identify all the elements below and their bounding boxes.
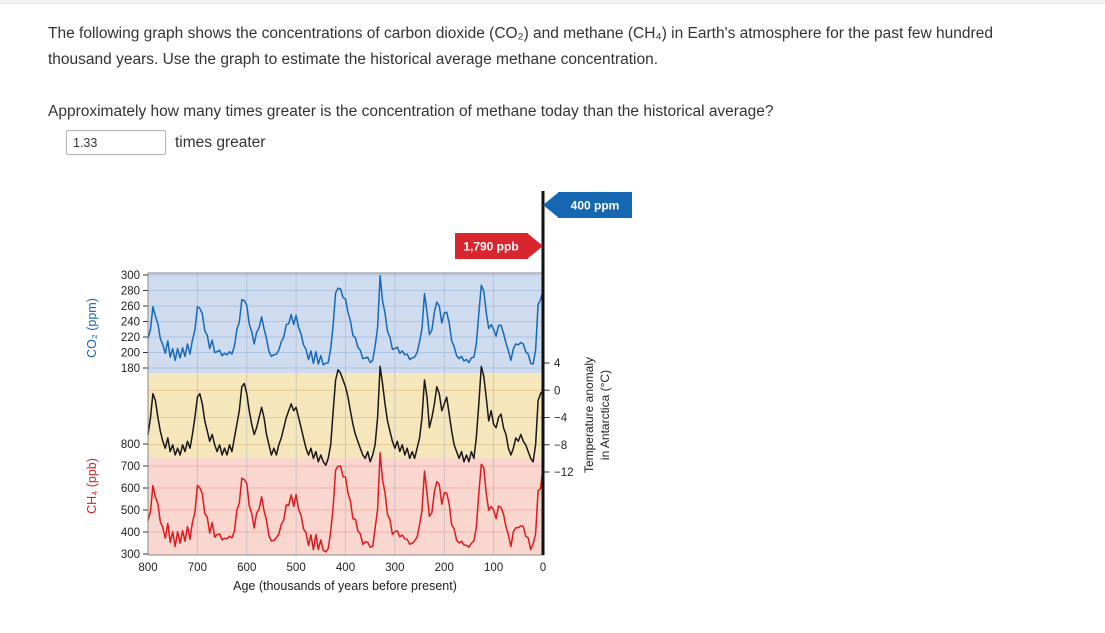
answer-unit-label: times greater [175, 133, 266, 151]
temp-axis-title-line2: in Antarctica (°C) [598, 370, 612, 460]
co2-today-arrow: 400 ppm [543, 192, 632, 218]
top-divider [0, 0, 1105, 4]
co2-tick-label: 300 [121, 270, 140, 282]
x-tick-label: 700 [188, 562, 207, 574]
co2-today-label: 400 ppm [571, 199, 620, 213]
x-tick-label: 400 [336, 562, 355, 574]
temp-tick-label: −8 [554, 440, 567, 452]
co2-arrow-body [558, 192, 632, 218]
temp-series-line [147, 365, 544, 466]
temp-axis-title-line1: Temperature anomaly [582, 357, 596, 473]
temp-tick-label: 4 [554, 358, 561, 370]
answer-row: times greater [66, 130, 1057, 155]
temp-tick-label: 0 [554, 385, 560, 397]
ch4-today-arrow: 1,790 ppb [455, 233, 543, 259]
x-tick-label: 800 [138, 562, 157, 574]
climate-chart: 300 280 260 240 220 200 180 4 0 −4 −8 −12 800 700 600 5… [60, 183, 640, 603]
ch4-axis-title: CH₄ (ppb) [85, 458, 99, 514]
co2-axis-title: CO₂ (ppm) [85, 298, 99, 358]
co2-arrow-head-icon [543, 192, 559, 218]
x-tick-label: 300 [385, 562, 404, 574]
plot-area: 300 280 260 240 220 200 180 4 0 −4 −8 −12 800 700 600 5… [121, 270, 574, 574]
ch4-tick-label: 300 [121, 549, 140, 561]
ch4-arrow-head-icon [527, 233, 543, 259]
co2-tick-label: 220 [121, 332, 140, 344]
co2-tick-label: 260 [121, 301, 140, 313]
ch4-arrow-body [455, 233, 528, 259]
co2-tick-label: 240 [121, 317, 140, 329]
temp-tick-label: −12 [554, 467, 574, 479]
ch4-tick-label: 800 [121, 439, 140, 451]
question-prompt: Approximately how many times greater is … [48, 103, 774, 120]
x-axis-title: Age (thousands of years before present) [233, 579, 457, 593]
ch4-tick-label: 600 [121, 483, 140, 495]
x-tick-label: 0 [540, 562, 546, 574]
x-tick-label: 500 [287, 562, 306, 574]
co2-series-line [147, 275, 544, 366]
ch4-today-label: 1,790 ppb [463, 240, 518, 254]
x-tick-label: 200 [435, 562, 454, 574]
ch4-series-line [147, 452, 544, 553]
co2-tick-label: 180 [121, 363, 140, 375]
ch4-tick-label: 400 [121, 527, 140, 539]
climate-chart-svg: 300 280 260 240 220 200 180 4 0 −4 −8 −12 800 700 600 5… [85, 191, 632, 593]
answer-input[interactable] [66, 130, 166, 155]
question-intro: The following graph shows the concentrat… [48, 25, 993, 68]
co2-tick-label: 280 [121, 286, 140, 298]
question-section: The following graph shows the concentrat… [0, 4, 1105, 155]
ch4-tick-label: 500 [121, 505, 140, 517]
x-tick-label: 100 [484, 562, 503, 574]
co2-tick-label: 200 [121, 348, 140, 360]
temp-tick-label: −4 [554, 413, 568, 425]
x-tick-label: 600 [237, 562, 256, 574]
ch4-tick-label: 700 [121, 461, 140, 473]
